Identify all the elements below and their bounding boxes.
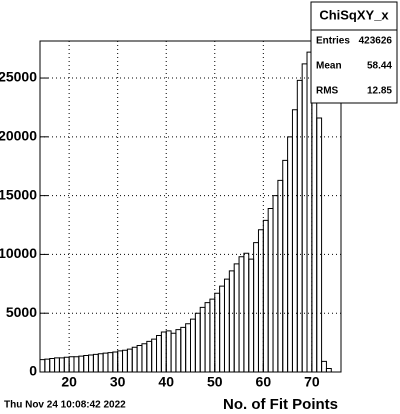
bar [325,367,332,372]
bar [296,79,303,372]
bar [214,292,221,372]
bar [44,358,51,372]
y-tick-label: 5000 [6,304,37,320]
stats-value: 58.44 [367,61,392,72]
bar [151,338,158,372]
bar [58,357,65,372]
bar [92,353,99,372]
bar [257,229,264,372]
bar [277,179,284,372]
bar [156,335,162,372]
bar [146,340,153,372]
x-tick-label: 50 [207,374,223,390]
bar [243,252,250,372]
bar [204,302,211,372]
bar [160,331,167,372]
bar [83,355,90,372]
bar [68,356,75,372]
date-label: Thu Nov 24 10:08:42 2022 [4,400,126,411]
bar [233,263,240,372]
bar [117,350,124,372]
bar [97,353,104,372]
y-tick-label: 25000 [0,69,37,85]
bar [219,285,225,372]
bar [194,312,201,372]
y-tick-label: 20000 [0,128,37,144]
y-tick-label: 0 [29,363,37,379]
stats-label: Entries [316,36,350,47]
bar [316,117,323,372]
bar [131,346,138,372]
bar [126,348,133,372]
bar [238,256,245,372]
x-axis-title: No. of Fit Points [223,396,338,413]
bar [228,270,235,372]
bar [141,343,148,372]
bar [253,242,259,372]
bar [282,159,289,372]
bar [39,359,46,372]
stats-value: 12.85 [367,86,392,97]
bar [272,195,279,372]
bar [107,352,114,372]
x-tick-label: 60 [256,374,272,390]
bar [223,278,230,372]
x-tick-label: 20 [61,374,77,390]
x-tick-label: 30 [110,374,126,390]
bar [78,355,85,372]
stats-box [310,1,398,104]
bar [102,352,109,372]
bar [136,345,143,372]
stats-title: ChiSqXY_x [319,7,389,22]
bar [248,258,255,372]
bar [112,351,119,372]
stats-value: 423626 [359,36,393,47]
bar [170,332,177,372]
bar [73,356,80,372]
bar [321,360,327,372]
bar [54,357,60,372]
bar [180,326,187,372]
bar [49,357,56,372]
stats-label: Mean [316,61,342,72]
x-tick-label: 70 [304,374,320,390]
bar [122,349,128,372]
bar [311,70,318,372]
bar [185,323,191,372]
bar [262,219,269,372]
bar [63,356,70,372]
bar [209,298,216,372]
bar [165,330,172,372]
y-tick-label: 10000 [0,245,37,261]
bar [88,354,94,372]
bar [267,208,274,372]
bar [199,306,206,372]
bar [175,329,182,372]
y-tick-label: 15000 [0,186,37,202]
bar [291,109,298,372]
x-tick-label: 40 [158,374,174,390]
stats-label: RMS [316,86,339,97]
bar [301,63,308,372]
bar [190,318,196,372]
